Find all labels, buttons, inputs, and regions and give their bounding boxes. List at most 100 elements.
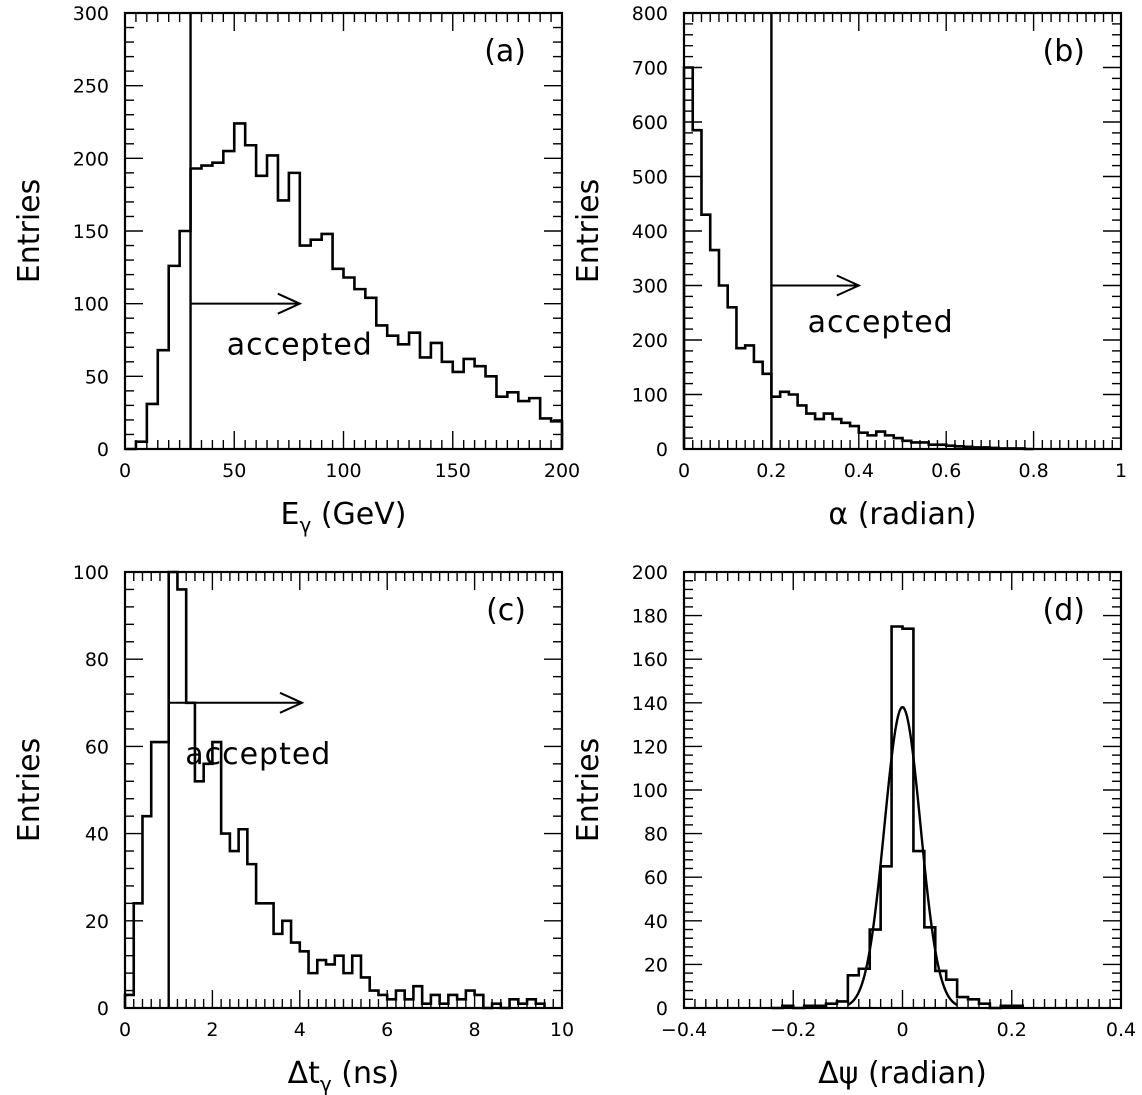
y-tick-label: 100 <box>632 780 668 802</box>
x-tick-label: 150 <box>435 460 471 482</box>
x-tick-label: 200 <box>544 460 580 482</box>
histogram-bin <box>335 956 344 1008</box>
histogram-bin <box>398 344 409 449</box>
y-tick-label: 180 <box>632 606 668 628</box>
histogram-bin <box>518 1004 527 1008</box>
histogram-bin <box>957 997 968 1008</box>
histogram-bin <box>780 392 789 449</box>
x-axis-title-symbol: α <box>828 497 848 532</box>
arrow-head <box>279 691 305 714</box>
histogram-bin <box>955 446 964 449</box>
histogram-bin <box>841 423 850 449</box>
accepted-annotation: accepted <box>185 737 331 772</box>
histogram-bin <box>475 366 486 449</box>
histogram-bin <box>278 200 289 449</box>
histogram-bin <box>265 903 274 1008</box>
histogram-bin <box>710 250 719 449</box>
histogram-bin <box>440 1004 449 1008</box>
histogram-bin <box>160 742 169 1008</box>
histogram-bin <box>806 414 815 449</box>
x-axis-title-subscript: γ <box>320 1072 332 1095</box>
x-tick-label: 0 <box>678 460 690 482</box>
histogram-bin <box>247 864 256 1008</box>
x-axis-title: α (radian) <box>828 497 976 532</box>
y-tick-label: 300 <box>632 276 668 298</box>
histogram-bin <box>201 166 212 449</box>
y-tick-label: 800 <box>632 3 668 25</box>
histogram-bin <box>466 991 475 1008</box>
histogram-bin <box>990 448 999 449</box>
panel-label: (c) <box>486 593 526 628</box>
histogram-bin <box>245 145 256 449</box>
y-tick-label: 200 <box>632 330 668 352</box>
histogram-bin <box>540 418 551 449</box>
x-tick-label: 4 <box>294 1019 306 1041</box>
histogram-bin <box>964 447 973 449</box>
x-tick-label: 0 <box>119 1019 131 1041</box>
histogram-bin <box>223 151 234 449</box>
histogram-bin <box>309 973 318 1008</box>
histogram-bin <box>234 123 245 449</box>
histogram-bin <box>937 445 946 449</box>
histogram-bin <box>754 362 763 449</box>
x-tick-label: 10 <box>550 1019 574 1041</box>
histogram-bin <box>979 1004 990 1008</box>
histogram-bin <box>464 359 475 449</box>
histogram-bin <box>701 215 710 449</box>
histogram-bin <box>881 866 892 1008</box>
histogram-bin <box>378 995 387 1008</box>
histogram-bin <box>142 816 151 1008</box>
y-axis-title: Entries <box>12 179 47 284</box>
histogram-bin <box>282 921 291 1008</box>
histogram-bin <box>972 447 981 449</box>
x-tick-label: 0.4 <box>844 460 874 482</box>
x-tick-label: 0 <box>896 1019 908 1041</box>
histogram-bin <box>551 421 562 449</box>
y-tick-label: 160 <box>632 649 668 671</box>
histogram-bin <box>981 447 990 449</box>
x-axis-title-unit: (radian) <box>858 1056 986 1091</box>
histogram-bin <box>376 325 387 449</box>
y-tick-label: 200 <box>632 562 668 584</box>
histogram-bin <box>204 764 213 1008</box>
histogram-bin <box>431 343 442 449</box>
y-tick-label: 60 <box>85 736 109 758</box>
x-tick-label: 0.4 <box>1106 1019 1136 1041</box>
y-tick-label: 100 <box>73 562 109 584</box>
histogram-bin <box>745 345 754 449</box>
histogram-bin <box>396 991 405 1008</box>
histogram-bin <box>326 964 335 1008</box>
histogram-bin <box>125 995 134 1008</box>
histogram-bin <box>736 348 745 449</box>
histogram-bin <box>221 834 230 1008</box>
x-axis-title: Eγ (GeV) <box>281 497 407 537</box>
histogram-bin <box>191 169 202 449</box>
histogram-bin <box>422 1004 431 1008</box>
histogram-bin <box>684 68 693 450</box>
histogram-bin <box>824 414 833 449</box>
histogram-bin <box>387 999 396 1008</box>
histogram-bin <box>457 999 466 1008</box>
panel-d: 0 20 40 60 80 100 120 140 160 180 200 −0.4 −0.2 0 0.2 0… <box>571 562 1136 1091</box>
y-tick-label: 600 <box>632 112 668 134</box>
x-axis-title-subscript: γ <box>299 513 311 537</box>
accepted-annotation: accepted <box>227 328 373 363</box>
histogram-outline <box>125 122 564 451</box>
y-tick-label: 300 <box>73 3 109 25</box>
histogram-bin <box>370 991 379 1008</box>
histogram-bin <box>507 392 518 449</box>
histogram-bin <box>789 395 798 450</box>
histogram-bin <box>876 432 885 449</box>
histogram-bin <box>413 986 422 1008</box>
histogram-bin <box>475 995 484 1008</box>
histogram-bin <box>409 333 420 449</box>
histogram-bin <box>177 589 186 1008</box>
panel-b: 0 100 200 300 400 500 600 700 800 0 0.2 0.4 0.6 0.8 1 a… <box>571 3 1127 532</box>
histogram-outline <box>682 66 1034 451</box>
histogram-bin <box>529 398 540 449</box>
x-axis-title: Δtγ (ns) <box>288 1056 400 1095</box>
histogram-outline <box>123 570 546 1010</box>
histogram-bin <box>903 629 914 1008</box>
x-axis-title: Δψ (radian) <box>818 1056 987 1091</box>
